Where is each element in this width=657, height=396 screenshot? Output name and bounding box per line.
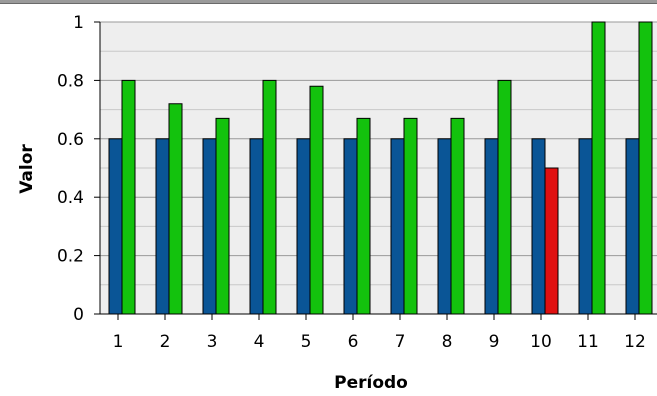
bar-series2-11: [591, 21, 606, 315]
bar-series1-6: [343, 138, 358, 315]
x-tick-label: 5: [301, 332, 312, 352]
x-tick-label: 3: [207, 332, 218, 352]
bar-series1-3: [202, 138, 217, 315]
bar-series1-4: [249, 138, 264, 315]
bar-series2-1: [121, 79, 136, 315]
y-axis-title: Valor: [17, 144, 37, 194]
y-axis: 0 0.2 0.4 0.6 0.8 1: [57, 13, 101, 325]
bar-series2-6: [356, 117, 371, 315]
bar-series1-12: [625, 138, 640, 315]
x-tick-label: 6: [348, 332, 359, 352]
y-tick-label: 0.6: [57, 130, 84, 150]
x-tick-label: 4: [254, 332, 265, 352]
bar-series2-4: [262, 79, 277, 315]
bar-series2-3: [215, 117, 230, 315]
x-tick-label: 1: [113, 332, 124, 352]
x-tick-label: 7: [395, 332, 406, 352]
top-border: [0, 0, 657, 4]
bar-series1-8: [437, 138, 452, 315]
bar-series2-2: [168, 103, 183, 315]
bar-series1-2: [155, 138, 170, 315]
x-tick-label: 2: [160, 332, 171, 352]
x-axis-title: Período: [334, 373, 408, 392]
x-tick-label: 10: [530, 332, 552, 352]
y-tick-label: 0.8: [57, 71, 84, 91]
y-tick-label: 1: [73, 13, 84, 33]
bar-series2-9: [497, 79, 512, 315]
plot-area: [100, 21, 657, 315]
x-axis: 1 2 3 4 5 6 7 8 9 10 11 12: [100, 313, 657, 352]
bar-series2-8: [450, 117, 465, 315]
bar-series2-5: [309, 85, 324, 315]
bar-series2-10: [544, 167, 559, 315]
x-tick-label: 12: [624, 332, 646, 352]
y-tick-label: 0.4: [57, 188, 84, 208]
bar-series2-7: [403, 117, 418, 315]
bar-series2-12: [638, 21, 653, 315]
bar-series1-11: [578, 138, 593, 315]
x-tick-label: 8: [442, 332, 453, 352]
x-tick-label: 9: [489, 332, 500, 352]
bar-series1-9: [484, 138, 499, 315]
bar-series1-5: [296, 138, 311, 315]
bar-series1-1: [108, 138, 123, 315]
bar-series1-7: [390, 138, 405, 315]
y-tick-label: 0.2: [57, 247, 84, 267]
y-tick-label: 0: [73, 305, 84, 325]
bar-series1-10: [531, 138, 546, 315]
x-tick-label: 11: [577, 332, 599, 352]
